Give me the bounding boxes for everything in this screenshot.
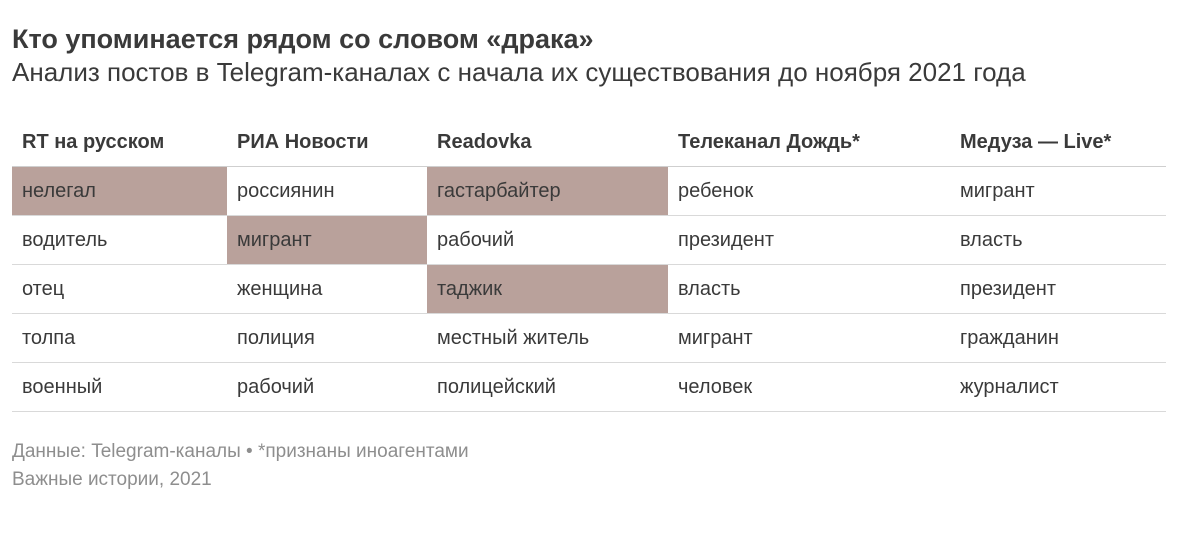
column-header: РИА Новости [227,118,427,167]
table-cell: президент [950,264,1166,314]
column-header: Телеканал Дождь* [668,118,950,167]
table-cell: гражданин [950,313,1166,363]
table-cell: женщина [227,264,427,314]
table-cell: журналист [950,362,1166,412]
table-cell: местный житель [427,313,668,363]
highlighted-cell: нелегал [12,166,227,216]
table-cell: человек [668,362,950,412]
table-cell: мигрант [668,313,950,363]
column-header: RT на русском [12,118,227,167]
column-header: Readovka [427,118,668,167]
table-row: нелегал россиянин гастарбайтер ребенок м… [12,166,1166,216]
table-cell: рабочий [227,362,427,412]
table-cell: военный [12,362,227,412]
figure: Кто упоминается рядом со словом «драка» … [12,22,1188,494]
source-note: Данные: Telegram-каналы • *признаны иноа… [12,441,469,462]
table-cell: россиянин [227,166,427,216]
table-cell: водитель [12,215,227,265]
table-row: военный рабочий полицейский человек журн… [12,362,1166,412]
table-cell: власть [950,215,1166,265]
figure-footer: Данные: Telegram-каналы • *признаны иноа… [12,438,1188,494]
table-row: толпа полиция местный житель мигрант гра… [12,313,1166,363]
table-cell: президент [668,215,950,265]
table-row: отец женщина таджик власть президент [12,264,1166,314]
mentions-table: RT на русском РИА Новости Readovka Телек… [12,118,1166,412]
table-cell: полицейский [427,362,668,412]
figure-title: Кто упоминается рядом со словом «драка» [12,24,594,54]
table-cell: рабочий [427,215,668,265]
table-cell: ребенок [668,166,950,216]
table-cell: полиция [227,313,427,363]
table-cell: мигрант [950,166,1166,216]
credit-note: Важные истории, 2021 [12,469,212,490]
highlighted-cell: таджик [427,264,668,314]
highlighted-cell: гастарбайтер [427,166,668,216]
table-cell: толпа [12,313,227,363]
table-row: водитель мигрант рабочий президент власт… [12,215,1166,265]
highlighted-cell: мигрант [227,215,427,265]
column-header: Медуза — Live* [950,118,1166,167]
table-header-row: RT на русском РИА Новости Readovka Телек… [12,118,1166,167]
table-cell: отец [12,264,227,314]
table-cell: власть [668,264,950,314]
figure-subtitle: Анализ постов в Telegram-каналах с начал… [12,57,1026,87]
